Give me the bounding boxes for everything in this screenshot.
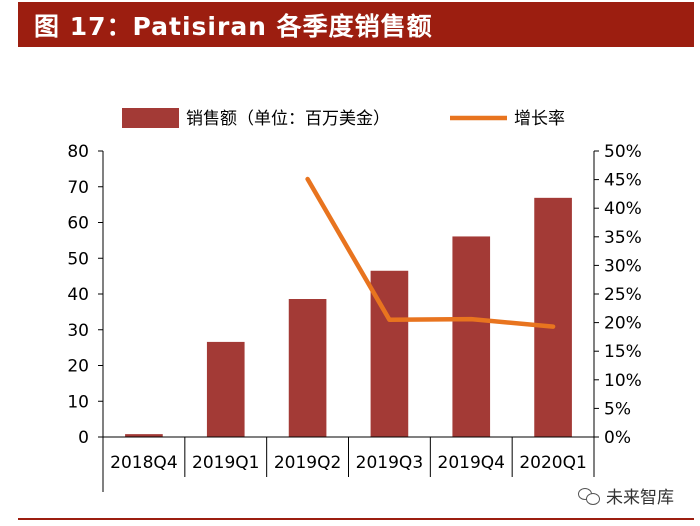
y-left-tick-label: 40 (67, 285, 89, 305)
bar-2019Q1 (206, 341, 245, 437)
x-tick-label: 2019Q3 (356, 453, 423, 473)
y-left-tick-label: 0 (78, 428, 89, 448)
bar-2019Q4 (452, 236, 491, 437)
x-tick-label: 2019Q2 (274, 453, 341, 473)
x-tick-label: 2019Q4 (438, 453, 505, 473)
y-right-tick-label: 5% (604, 399, 631, 419)
y-left-tick-label: 10 (67, 392, 89, 412)
legend-bar-swatch (122, 108, 179, 128)
legend-line-label: 增长率 (514, 109, 565, 129)
y-right-tick-label: 40% (604, 199, 642, 219)
legend-bar-label: 销售额（单位：百万美金） (186, 109, 390, 129)
y-right-tick-label: 20% (604, 314, 642, 334)
x-tick-label: 2019Q1 (192, 453, 259, 473)
x-tick-label: 2018Q4 (110, 453, 177, 473)
y-left-tick-label: 70 (67, 178, 89, 198)
y-left-tick-label: 50 (67, 249, 89, 269)
y-left-tick-label: 30 (67, 321, 89, 341)
y-right-tick-label: 25% (604, 285, 642, 305)
y-left-tick-label: 60 (67, 214, 89, 234)
watermark-text: 未来智库 (606, 488, 674, 508)
growth-line (305, 176, 556, 329)
page-title: 图 17：Patisiran 各季度销售额 (34, 11, 433, 41)
y-left-tick-label: 20 (67, 357, 89, 377)
y-right-tick-label: 30% (604, 256, 642, 276)
y-left-tick-label: 80 (67, 142, 89, 162)
wechat-icon (578, 487, 600, 505)
y-right-tick-label: 10% (604, 371, 642, 391)
watermark: 未来智库 (578, 483, 674, 508)
bar-2018Q4 (125, 434, 163, 437)
title-bar: 图 17：Patisiran 各季度销售额 (18, 2, 694, 47)
y-right-tick-label: 50% (604, 142, 642, 162)
y-right-tick-label: 15% (604, 342, 642, 362)
bar-2020Q1 (534, 197, 572, 437)
y-right-tick-label: 45% (604, 171, 642, 191)
footer-rule (18, 518, 694, 520)
bar-2019Q2 (288, 299, 327, 437)
y-right-tick-label: 0% (604, 428, 631, 448)
y-right-tick-label: 35% (604, 228, 642, 248)
x-tick-label: 2020Q1 (519, 453, 586, 473)
